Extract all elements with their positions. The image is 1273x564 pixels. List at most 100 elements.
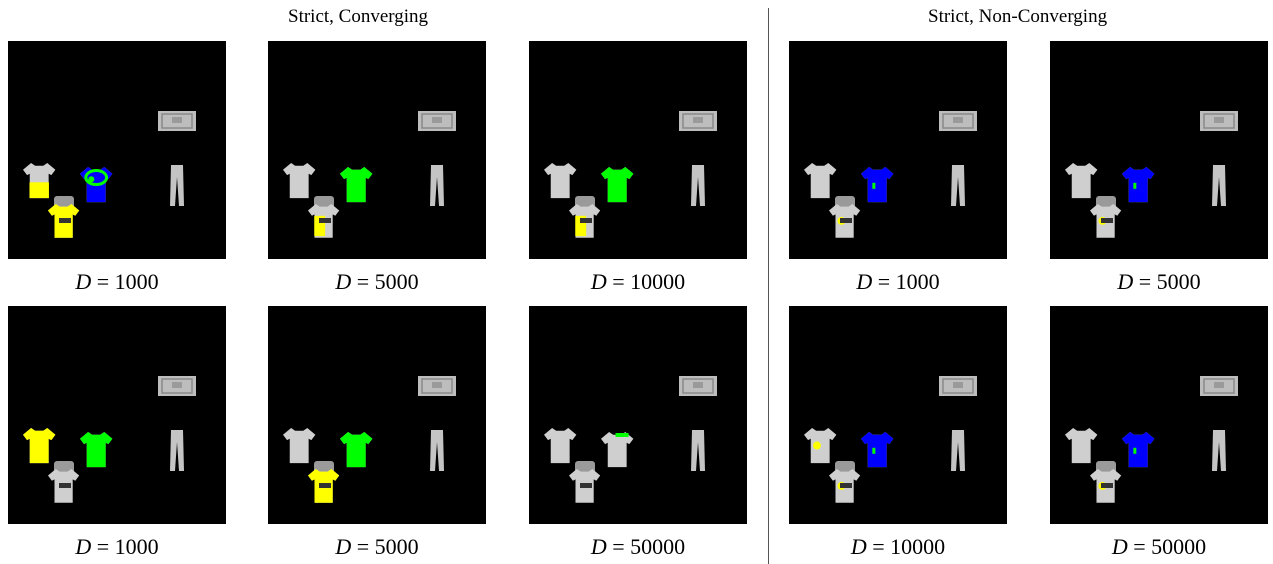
shirt-logo [840,218,852,223]
caption-variable: D [856,269,873,294]
shirt-left [1065,428,1098,464]
bag-item [679,376,717,396]
bag-item [939,376,977,396]
scene-image [544,376,717,503]
scene-image [283,111,456,238]
panel-caption: D = 10000 [529,269,747,295]
shirt-center [80,432,113,468]
shirt-left [1065,163,1098,199]
caption-value: = 5000 [351,534,419,559]
scene-image [23,111,196,238]
caption-value: = 5000 [1133,269,1201,294]
shirt-center [340,167,373,203]
bag-item [1200,376,1238,396]
bag-item [939,111,977,131]
panel-caption: D = 5000 [268,534,486,560]
result-image-panel [1050,41,1268,259]
caption-variable: D [75,269,92,294]
shirt-center [861,167,894,203]
panel-caption: D = 10000 [789,534,1007,560]
bag-item [679,111,717,131]
result-image-panel [529,306,747,524]
trousers-item [430,165,444,206]
shirt-left [544,428,577,464]
group-divider [768,8,769,564]
panel-caption: D = 5000 [268,269,486,295]
shirt-center [80,167,113,203]
caption-variable: D [1111,534,1128,559]
bag-item [158,376,196,396]
trousers-item [430,430,444,471]
bag-item [418,376,456,396]
shirt-left [283,163,316,199]
caption-value: = 50000 [606,534,686,559]
shirt-left [804,428,837,464]
trousers-item [1212,430,1226,471]
shirt-left [283,428,316,464]
shirt-left [804,163,837,199]
shirt-left [23,428,56,464]
bag-item [418,111,456,131]
shirt-logo [1101,483,1113,488]
caption-variable: D [850,534,867,559]
heading-strict-non-converging: Strict, Non-Converging [928,6,1108,27]
panel-caption: D = 50000 [529,534,747,560]
scene-image [1065,111,1238,238]
shirt-center [340,432,373,468]
result-image-panel [529,41,747,259]
caption-variable: D [590,534,607,559]
bag-item [158,111,196,131]
caption-value: = 50000 [1127,534,1207,559]
shirt-logo [59,483,71,488]
result-image-panel [789,306,1007,524]
scene-image [804,376,977,503]
shirt-center [1122,432,1155,468]
shirt-logo [319,218,331,223]
caption-variable: D [335,269,352,294]
shirt-logo [59,218,71,223]
trousers-item [691,165,705,206]
scene-image [23,376,196,503]
caption-value: = 1000 [91,534,159,559]
caption-value: = 10000 [606,269,686,294]
panel-caption: D = 50000 [1050,534,1268,560]
shirt-logo [1101,218,1113,223]
trousers-item [170,165,184,206]
panel-caption: D = 1000 [789,269,1007,295]
trousers-item [951,430,965,471]
caption-value: = 10000 [866,534,946,559]
shirt-logo [580,218,592,223]
caption-variable: D [590,269,607,294]
result-image-panel [8,306,226,524]
trousers-item [691,430,705,471]
caption-variable: D [335,534,352,559]
shirt-center [601,167,634,203]
shirt-left [544,163,577,199]
caption-value: = 1000 [872,269,940,294]
trousers-item [170,430,184,471]
trousers-item [951,165,965,206]
scene-image [544,111,717,238]
heading-strict-converging: Strict, Converging [288,6,429,27]
bag-item [1200,111,1238,131]
trousers-item [1212,165,1226,206]
result-image-panel [1050,306,1268,524]
result-image-panel [789,41,1007,259]
panel-caption: D = 1000 [8,534,226,560]
caption-value: = 1000 [91,269,159,294]
shirt-center [1122,167,1155,203]
panel-caption: D = 1000 [8,269,226,295]
scene-image [283,376,456,503]
shirt-left [23,163,56,199]
panel-caption: D = 5000 [1050,269,1268,295]
result-image-panel [268,41,486,259]
result-image-panel [268,306,486,524]
shirt-center [861,432,894,468]
scene-image [1065,376,1238,503]
caption-variable: D [1117,269,1134,294]
shirt-logo [580,483,592,488]
shirt-logo [840,483,852,488]
caption-variable: D [75,534,92,559]
result-image-panel [8,41,226,259]
scene-image [804,111,977,238]
